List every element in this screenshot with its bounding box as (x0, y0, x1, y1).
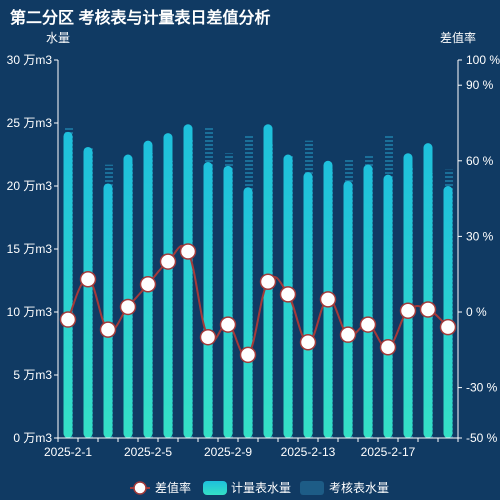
rate-point[interactable] (419, 301, 437, 318)
chart-title: 第二分区 考核表与计量表日差值分析 (10, 10, 271, 27)
y2-tick-label: -50 % (466, 431, 498, 445)
rate-point[interactable] (139, 276, 157, 293)
rate-point[interactable] (199, 328, 217, 346)
rate-point[interactable] (99, 321, 117, 338)
rate-point[interactable] (379, 339, 397, 356)
meter-bar[interactable] (343, 180, 353, 438)
meter-bar[interactable] (103, 183, 113, 438)
rate-line (59, 243, 457, 364)
rate-point[interactable] (359, 316, 377, 333)
rate-point[interactable] (439, 318, 457, 336)
legend-rate-swatch-dot (133, 481, 147, 495)
meter-bars (63, 124, 453, 439)
rate-point[interactable] (339, 326, 357, 343)
meter-bar[interactable] (443, 186, 453, 438)
legend-item-rate[interactable]: 差值率 (130, 480, 191, 495)
rate-point[interactable] (59, 311, 77, 328)
meter-bar[interactable] (363, 164, 373, 438)
x-tick-label: 2025-2-13 (281, 445, 336, 459)
y-tick-label: 0 万m3 (13, 431, 52, 445)
y-axis-label: 水量 (46, 31, 70, 45)
legend[interactable]: 差值率 计量表水量 考核表水量 (130, 480, 389, 495)
legend-item-assess[interactable]: 考核表水量 (300, 481, 389, 495)
meter-bar[interactable] (123, 154, 133, 439)
legend-item-meter[interactable]: 计量表水量 (203, 481, 291, 495)
legend-label-assess: 考核表水量 (329, 481, 389, 495)
meter-bar[interactable] (303, 172, 313, 438)
y-tick-label: 15 万m3 (7, 242, 53, 256)
legend-meter-swatch (203, 481, 227, 495)
rate-point[interactable] (279, 286, 297, 303)
y2-tick-label: 0 % (466, 305, 487, 319)
y-tick-label: 20 万m3 (7, 179, 53, 193)
rate-point[interactable] (399, 302, 417, 319)
rate-point[interactable] (259, 273, 277, 291)
y-tick-label: 25 万m3 (7, 116, 53, 130)
y-tick-label: 10 万m3 (7, 305, 53, 319)
axes: 0 万m3 5 万m3 10 万m3 15 万m3 20 万m3 25 万m3 30 万m3… (7, 30, 500, 459)
rate-point[interactable] (319, 291, 337, 308)
x-tick-label: 2025-2-17 (361, 445, 416, 459)
legend-label-rate: 差值率 (155, 480, 191, 495)
rate-point[interactable] (239, 346, 257, 364)
x-tick-label: 2025-2-1 (44, 445, 92, 459)
legend-assess-swatch (300, 481, 324, 495)
x-tick-label: 2025-2-9 (204, 445, 252, 459)
rate-point[interactable] (299, 333, 317, 351)
meter-bar[interactable] (223, 165, 233, 438)
meter-bar[interactable] (163, 133, 173, 438)
meter-bar[interactable] (383, 174, 393, 438)
legend-label-meter: 计量表水量 (231, 481, 291, 495)
meter-bar[interactable] (403, 153, 413, 439)
rate-point[interactable] (159, 253, 177, 270)
meter-bar[interactable] (423, 143, 433, 438)
y2-tick-label: 100 % (466, 53, 500, 67)
meter-bar[interactable] (243, 187, 253, 438)
meter-bar[interactable] (203, 162, 213, 438)
y2-axis-label: 差值率 (440, 30, 476, 45)
rate-point[interactable] (79, 270, 97, 288)
meter-bar[interactable] (83, 146, 93, 438)
rate-point[interactable] (179, 243, 197, 260)
y2-tick-label: 30 % (466, 229, 494, 243)
meter-bar[interactable] (183, 124, 193, 438)
y2-tick-label: -30 % (466, 381, 498, 395)
rate-point[interactable] (119, 298, 137, 316)
y-tick-label: 30 万m3 (7, 53, 53, 67)
meter-bar[interactable] (63, 131, 73, 438)
y-tick-label: 5 万m3 (13, 368, 52, 382)
x-tick-label: 2025-2-5 (124, 445, 172, 459)
rate-point[interactable] (219, 316, 237, 333)
y2-tick-label: 60 % (466, 154, 494, 168)
y2-tick-label: 90 % (466, 78, 494, 92)
